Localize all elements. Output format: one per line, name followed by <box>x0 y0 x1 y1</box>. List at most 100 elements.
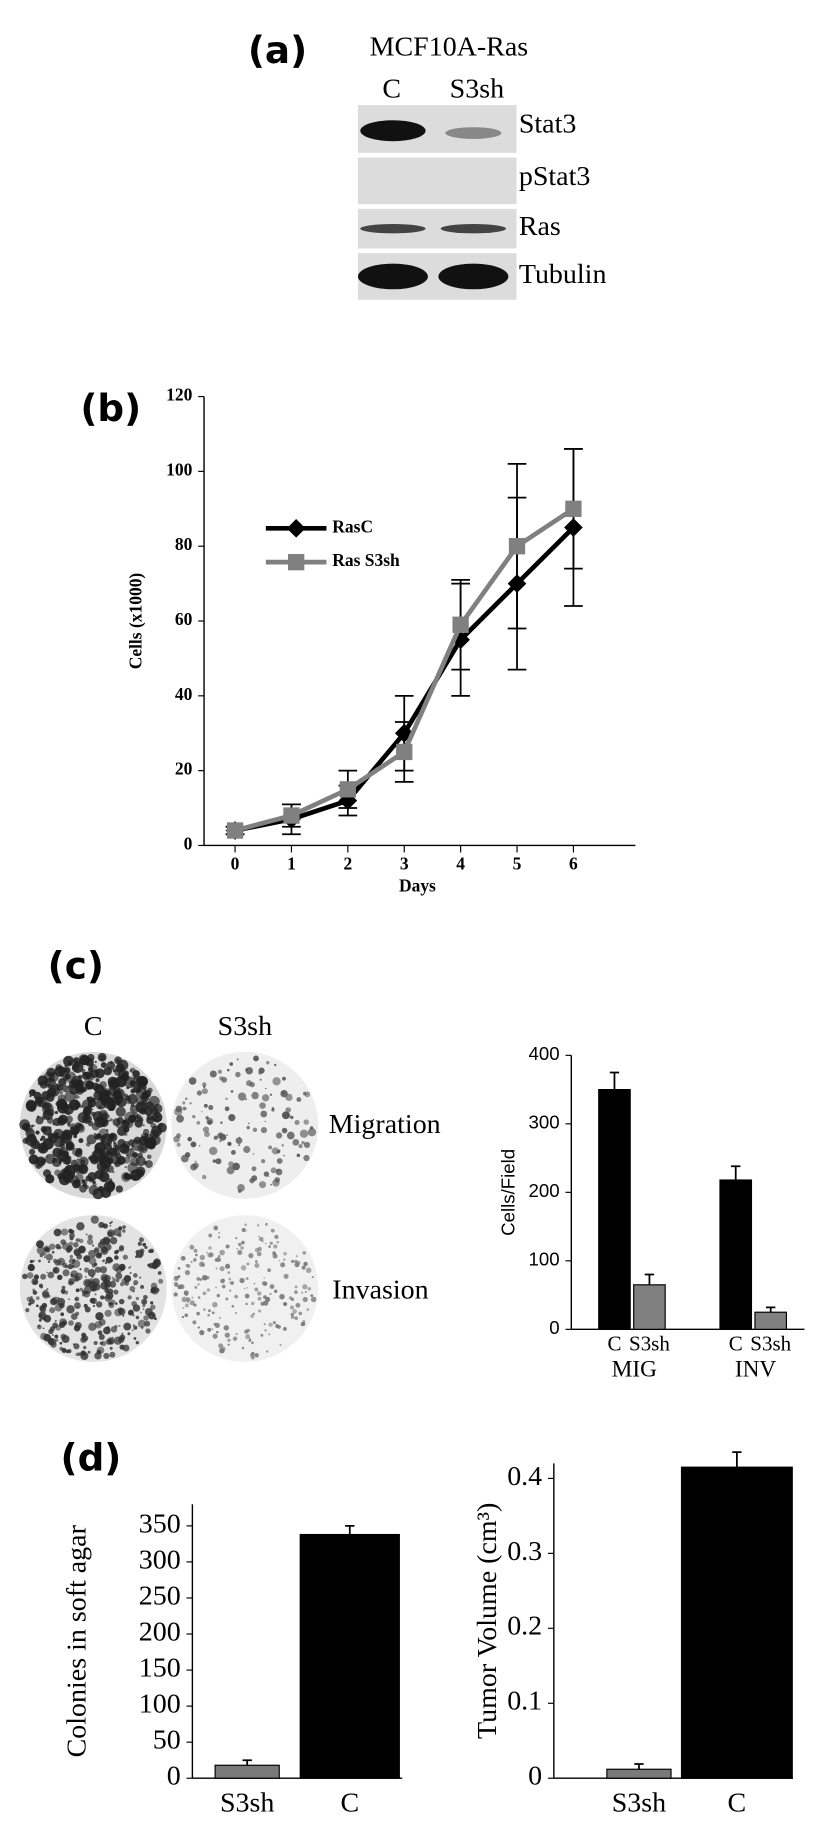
cell-dot <box>99 1081 107 1089</box>
cell-dot <box>139 1116 144 1121</box>
cell-dot <box>257 1224 260 1227</box>
cell-dot <box>215 1267 218 1270</box>
cell-dot <box>193 1303 197 1307</box>
panel-label: (d) <box>61 1435 122 1479</box>
cell-dot <box>51 1334 55 1337</box>
cell-dot <box>117 1138 126 1147</box>
cell-dot <box>131 1112 140 1120</box>
cell-dot <box>90 1215 99 1224</box>
cell-dot <box>78 1156 89 1168</box>
cell-dot <box>182 1307 185 1309</box>
cell-dot <box>276 1150 280 1154</box>
cell-dot <box>193 1248 198 1253</box>
cell-dot <box>227 1343 230 1346</box>
cell-dot <box>208 1309 211 1313</box>
cell-dot <box>54 1319 57 1323</box>
cell-dot <box>258 1067 265 1074</box>
cell-dot <box>35 1163 42 1169</box>
cell-dot <box>268 1175 270 1178</box>
cell-dot <box>192 1320 197 1325</box>
cell-dot <box>223 1325 230 1331</box>
cell-dot <box>44 1246 49 1252</box>
cell-dot <box>201 1110 203 1113</box>
cell-dot <box>76 1253 83 1260</box>
cell-dot <box>261 1240 264 1243</box>
cell-dot <box>74 1302 81 1309</box>
cell-dot <box>241 1346 245 1350</box>
cell-dot <box>289 1305 295 1310</box>
cell-dot <box>235 1237 238 1240</box>
cell-dot <box>274 1234 279 1240</box>
cell-dot <box>94 1068 105 1079</box>
cell-dot <box>85 1080 95 1090</box>
cell-dot <box>118 1246 125 1252</box>
cell-dot <box>275 1168 283 1176</box>
cell-dot <box>128 1266 131 1269</box>
cell-dot <box>104 1309 112 1317</box>
cell-dot <box>281 1144 284 1147</box>
cell-dot <box>230 1281 235 1285</box>
cell-dot <box>53 1151 55 1153</box>
y-tick-label: 0 <box>184 833 193 853</box>
cell-dot <box>75 1238 81 1243</box>
cell-dot <box>251 1175 258 1182</box>
cell-dot <box>304 1290 307 1293</box>
cell-dot <box>59 1132 69 1143</box>
cell-dot <box>73 1274 81 1282</box>
x-tick-label: 4 <box>456 853 465 873</box>
cell-dot <box>202 1291 207 1296</box>
cell-dot <box>208 1233 213 1238</box>
x-tick-label: 1 <box>287 853 296 873</box>
cell-dot <box>249 1338 252 1341</box>
cell-dot <box>133 1279 139 1286</box>
cell-dot <box>58 1160 62 1164</box>
cell-dot <box>100 1164 110 1173</box>
bar-series-label: S3sh <box>750 1331 791 1355</box>
cell-dot <box>264 1120 267 1123</box>
cell-dot <box>124 1132 128 1136</box>
cell-dot <box>58 1230 62 1233</box>
cell-dot <box>301 1265 306 1270</box>
cell-dot <box>231 1304 235 1308</box>
cell-dot <box>259 1181 267 1189</box>
cell-dot <box>209 1146 218 1156</box>
cell-dot <box>207 1252 213 1258</box>
cell-dot <box>92 1304 96 1308</box>
cell-dot <box>49 1307 56 1314</box>
cell-dot <box>181 1296 188 1303</box>
cell-dot <box>290 1115 294 1120</box>
cell-dot <box>263 1277 265 1279</box>
cell-dot <box>269 1292 272 1296</box>
cell-dot <box>190 1163 198 1171</box>
cell-dot <box>224 1332 230 1338</box>
cell-dot <box>206 1117 214 1125</box>
cell-dot <box>104 1143 112 1152</box>
cell-dot <box>135 1156 146 1167</box>
cell-dot <box>218 1316 221 1319</box>
cell-dot <box>110 1065 113 1068</box>
cell-dot <box>151 1103 154 1106</box>
cell-dot <box>129 1271 132 1275</box>
cell-dot <box>301 1140 305 1145</box>
cell-dot <box>244 1293 250 1299</box>
cell-dot <box>70 1273 74 1278</box>
cell-dot <box>184 1097 188 1101</box>
cell-dot <box>298 1311 303 1316</box>
cell-dot <box>199 1330 205 1336</box>
cell-dot <box>263 1323 266 1326</box>
cell-dot <box>25 1100 37 1112</box>
bar <box>598 1089 631 1330</box>
x-tick-label: C <box>728 1787 747 1818</box>
cell-dot <box>60 1239 67 1245</box>
cell-dot <box>41 1090 51 1100</box>
cell-dot <box>114 1159 122 1167</box>
cell-dot <box>199 1278 203 1281</box>
cell-dot <box>226 1068 230 1072</box>
cell-dot <box>71 1264 75 1269</box>
cell-dot <box>283 1251 287 1256</box>
blot-band <box>357 263 428 290</box>
cell-dot <box>260 1110 268 1118</box>
cell-dot <box>78 1096 80 1098</box>
cell-dot <box>52 1322 58 1329</box>
blot-band <box>360 120 426 142</box>
